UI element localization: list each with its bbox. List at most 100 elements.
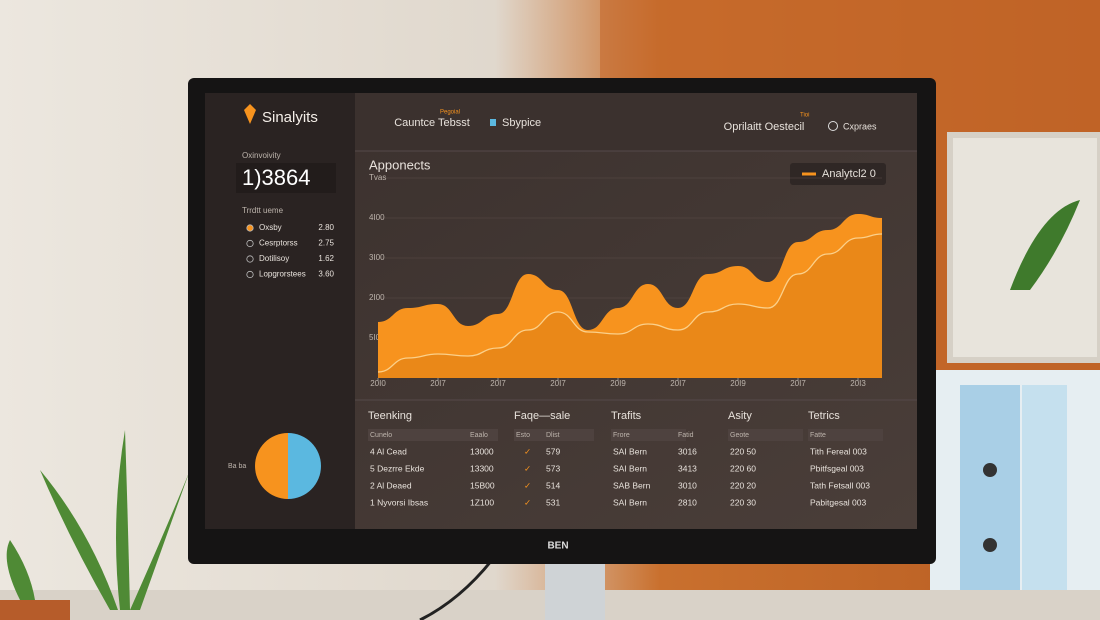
binder [1022, 385, 1067, 620]
y-tick-label: Tvas [369, 173, 386, 182]
x-tick-label: 20I9 [730, 379, 746, 388]
header-bar [355, 93, 917, 151]
x-tick-label: 20I7 [550, 379, 566, 388]
x-tick-label: 20I0 [370, 379, 386, 388]
brand-logo [244, 104, 256, 124]
list-value: 2.80 [318, 223, 334, 232]
column-header: Dlist [546, 432, 560, 439]
column-header: Cunelo [370, 432, 392, 439]
x-tick-label: 20I7 [790, 379, 806, 388]
table-cell: 5 Dezrre Ekde [370, 463, 425, 473]
table-title: Trafits [611, 410, 642, 422]
x-tick-label: 20I3 [850, 379, 866, 388]
table-cell: 13300 [470, 463, 494, 473]
list-value: 2.75 [318, 239, 334, 248]
plant [6, 200, 1080, 610]
list-title: Trrdtt ueme [242, 206, 284, 215]
table-cell: 3016 [678, 446, 697, 456]
table-cell: 3010 [678, 480, 697, 490]
x-tick-label: 20I7 [670, 379, 686, 388]
list-dot [246, 255, 254, 263]
table-cell: Pbitfsgeal 003 [810, 463, 864, 473]
list-label: Cesrptorss [259, 239, 298, 248]
account[interactable]: Oprilaitt Oestecil [724, 121, 805, 133]
monitor-stand [545, 560, 605, 620]
table-cell: 3413 [678, 463, 697, 473]
table-cell: ✓ [524, 480, 531, 490]
binder-hole [983, 538, 997, 552]
list-dot [246, 239, 254, 248]
table-cell: 514 [546, 480, 560, 490]
picture-frame [947, 132, 1100, 363]
y-tick-label: 5I0 [369, 333, 381, 342]
tab-icon [490, 119, 496, 126]
list-label: Lopgrorstees [259, 270, 306, 279]
table-cell: 2810 [678, 497, 697, 507]
table-cell: 1Z100 [470, 497, 494, 507]
pot [0, 600, 70, 620]
table-header-bg [368, 429, 498, 441]
column-header: Frore [613, 432, 630, 439]
table-cell: SAB Bern [613, 480, 651, 490]
table-cell: 15B00 [470, 480, 495, 490]
table-header-bg [514, 429, 594, 441]
tab[interactable]: Sbypice [502, 117, 541, 129]
table-cell: 1 Nyvorsi Ibsas [370, 497, 428, 507]
column-header: Esto [516, 432, 530, 439]
table-cell: 531 [546, 497, 560, 507]
table-cell: ✓ [524, 446, 531, 456]
list-label: Dotilisoy [259, 254, 289, 263]
table-cell: ✓ [524, 463, 531, 473]
list-label: Oxsby [259, 223, 282, 232]
tab[interactable]: Cauntce Tebsst [394, 117, 470, 129]
x-tick-label: 20I9 [610, 379, 626, 388]
table-title: Asity [728, 410, 752, 422]
table-cell: SAI Bern [613, 446, 647, 456]
table-header-bg [728, 429, 803, 441]
legend-label: Analytcl2 0 [822, 168, 876, 180]
pie-slice [288, 433, 321, 499]
table-title: Faqe—sale [514, 410, 570, 422]
brand-name: Sinalyits [262, 109, 318, 126]
table-cell: SAI Bern [613, 463, 647, 473]
pie-title: Ba ba [228, 463, 246, 470]
table-title: Teenking [368, 410, 412, 422]
column-header: Fatte [810, 432, 826, 439]
table-cell: 220 60 [730, 463, 756, 473]
monitor-brand: BEN [547, 541, 568, 552]
table-cell: 13000 [470, 446, 494, 456]
table-cell: 220 30 [730, 497, 756, 507]
column-header: Geote [730, 432, 749, 439]
table-cell: 2 Al Deaed [370, 480, 412, 490]
metric-box [236, 163, 336, 193]
table-cell: 573 [546, 463, 560, 473]
column-header: Fatid [678, 432, 694, 439]
binder [960, 385, 1020, 620]
metric-value: 1)3864 [242, 165, 311, 190]
binder-hole [983, 463, 997, 477]
column-header: Eaalo [470, 432, 488, 439]
table-header-bg [611, 429, 686, 441]
table-cell: 220 20 [730, 480, 756, 490]
legend [790, 163, 886, 185]
list-dot [246, 270, 254, 279]
search[interactable]: Cxpraes [843, 121, 877, 131]
x-tick-label: 20I7 [430, 379, 446, 388]
x-tick-label: 20I7 [490, 379, 506, 388]
table-header-bg [808, 429, 883, 441]
list-dot [246, 224, 254, 232]
table-title: Tetrics [808, 410, 840, 422]
list-value: 3.60 [318, 270, 334, 279]
area [378, 234, 882, 378]
y-tick-label: 4I00 [369, 213, 385, 222]
metric-label: Oxinvoivity [242, 151, 281, 160]
line [377, 233, 883, 373]
table-cell: Tith Fereal 003 [810, 446, 867, 456]
chart-title: Apponects [369, 157, 431, 172]
search-icon [828, 121, 838, 131]
table-cell: 220 50 [730, 446, 756, 456]
cable [419, 559, 494, 620]
list-value: 1.62 [318, 254, 334, 263]
table-cell: ✓ [524, 497, 531, 507]
